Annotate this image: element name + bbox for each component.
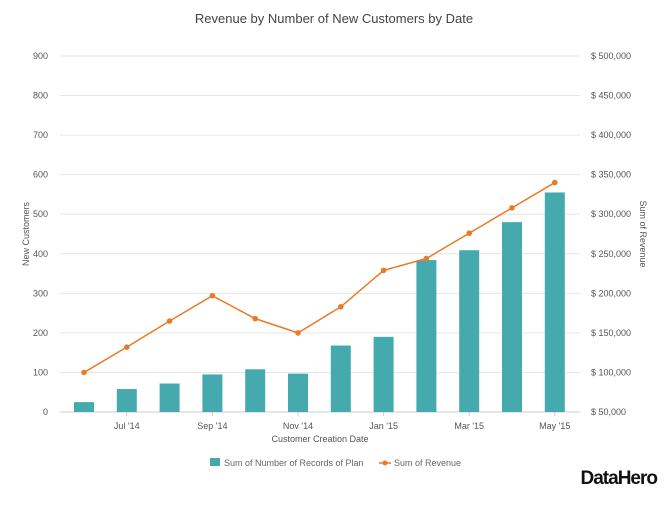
revenue-point — [380, 267, 387, 274]
y2-tick-label: $ 400,000 — [591, 130, 631, 140]
x-tick-label: Jul '14 — [114, 421, 140, 431]
bar — [116, 389, 137, 412]
y2-tick-label: $ 100,000 — [591, 367, 631, 377]
legend-label-line: Sum of Revenue — [394, 458, 461, 468]
bar — [544, 192, 565, 412]
y-tick-label: 900 — [33, 51, 48, 61]
y-axis-label: New Customers — [21, 201, 31, 266]
bar — [202, 374, 223, 412]
revenue-point — [252, 315, 258, 322]
y-tick-label: 400 — [33, 249, 48, 259]
chart-title: Revenue by Number of New Customers by Da… — [195, 11, 473, 26]
bar — [416, 260, 437, 412]
y2-tick-label: $ 300,000 — [591, 209, 631, 219]
bar — [159, 383, 180, 412]
legend: Sum of Number of Records of Plan Sum of … — [210, 458, 461, 468]
revenue-point — [466, 230, 473, 237]
y-tick-label: 800 — [33, 91, 48, 101]
bar — [373, 336, 394, 412]
y2-tick-label: $ 350,000 — [591, 170, 631, 180]
bar — [330, 345, 351, 412]
bar — [245, 369, 266, 412]
bar — [459, 250, 480, 412]
y2-axis-label: Sum of Revenue — [638, 200, 648, 267]
x-tick-label: Mar '15 — [454, 421, 484, 431]
revenue-point — [295, 330, 301, 336]
bar — [74, 402, 94, 412]
x-axis-label: Customer Creation Date — [271, 434, 368, 444]
datahero-logo: DataHero — [580, 468, 658, 489]
revenue-point — [423, 255, 430, 262]
y-tick-label: 200 — [33, 328, 48, 338]
y2-tick-label: $ 500,000 — [591, 51, 631, 61]
x-tick-label: Sep '14 — [197, 421, 227, 431]
legend-swatch-marker — [382, 460, 388, 466]
y-tick-label: 600 — [33, 170, 48, 180]
revenue-point — [552, 179, 558, 186]
y-tick-label: 0 — [43, 407, 48, 417]
x-tick-label: Nov '14 — [283, 421, 313, 431]
revenue-point — [209, 292, 216, 299]
x-tick-label: Jan '15 — [369, 421, 398, 431]
revenue-point — [338, 303, 344, 310]
bar — [288, 373, 308, 412]
y2-tick-label: $ 450,000 — [591, 91, 631, 101]
y-tick-label: 100 — [33, 367, 48, 377]
x-tick-label: May '15 — [539, 421, 570, 431]
bar — [502, 222, 522, 412]
revenue-point — [166, 318, 173, 324]
revenue-point — [124, 344, 130, 350]
revenue-line — [83, 181, 556, 374]
legend-swatch-bars — [210, 458, 220, 466]
y-tick-label: 500 — [33, 209, 48, 219]
y2-tick-label: $ 50,000 — [591, 407, 626, 417]
y-tick-label: 300 — [33, 288, 48, 298]
legend-label-bars: Sum of Number of Records of Plan — [224, 458, 364, 468]
y2-tick-label: $ 250,000 — [591, 249, 631, 259]
y2-tick-label: $ 150,000 — [591, 328, 631, 338]
revenue-point — [81, 369, 87, 376]
revenue-point — [509, 205, 515, 211]
y2-tick-label: $ 200,000 — [591, 288, 631, 298]
y-tick-label: 700 — [33, 130, 48, 140]
